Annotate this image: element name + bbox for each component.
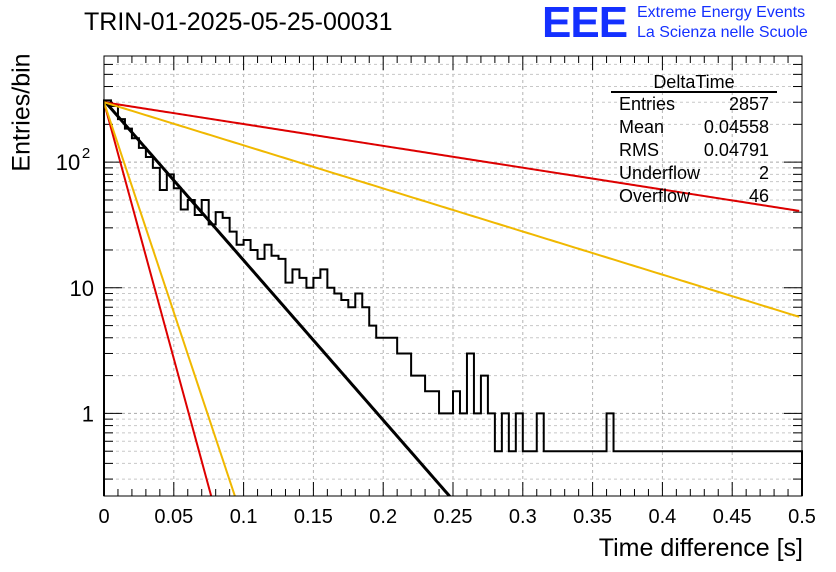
fit-line: [104, 101, 800, 212]
x-tick-label: 0.25: [434, 506, 473, 528]
y-tick-label-exponent: 2: [82, 145, 90, 162]
stats-row: Mean 0.04558: [611, 116, 777, 139]
stats-box: DeltaTime Entries 2857 Mean 0.04558 RMS 0.0…: [611, 73, 777, 208]
x-axis-label: Time difference [s]: [598, 534, 803, 562]
stats-row: Entries 2857: [611, 93, 777, 116]
stats-row: RMS 0.04791: [611, 139, 777, 162]
y-tick-label: 1: [82, 401, 94, 426]
stats-row: Underflow 2: [611, 162, 777, 185]
x-tick-label: 0.2: [369, 506, 397, 528]
y-tick-label: 10: [56, 150, 80, 175]
fit-line: [104, 101, 213, 496]
x-tick-label: 0.45: [713, 506, 752, 528]
stats-label: Entries: [619, 94, 676, 114]
logo-line-1: Extreme Energy Events: [637, 4, 806, 21]
fit-line: [104, 101, 236, 496]
histogram-bars: [103, 99, 803, 496]
fit-line: [104, 101, 800, 318]
y-tick-label: 10: [70, 276, 94, 301]
x-tick-label: 0.1: [230, 506, 258, 528]
x-tick-label: 0.4: [648, 506, 676, 528]
histogram-title: TRIN-01-2025-05-25-00031: [84, 8, 393, 36]
stats-label: Overflow: [619, 186, 691, 206]
stats-value: 46: [748, 186, 769, 206]
y-axis-label: Entries/bin: [7, 53, 36, 172]
x-tick-label: 0: [98, 506, 109, 528]
stats-label: RMS: [619, 140, 659, 160]
stats-label: Mean: [619, 117, 665, 137]
x-tick-label: 0.35: [573, 506, 612, 528]
logo-line-2: La Scienza nelle Scuole: [637, 24, 808, 41]
stats-value: 2: [758, 163, 769, 183]
stats-value: 0.04791: [703, 140, 769, 160]
plot-frame: [103, 55, 803, 497]
x-tick-label: 0.05: [154, 506, 193, 528]
eee-logo-text: Extreme Energy Events La Scienza nelle S…: [637, 3, 808, 43]
stats-value: 2857: [728, 94, 769, 114]
eee-logo: EEE: [542, 0, 628, 47]
x-tick-label: 0.5: [788, 506, 816, 528]
fit-line: [104, 99, 452, 496]
stats-title: DeltaTime: [611, 73, 777, 93]
x-tick-label: 0.3: [509, 506, 537, 528]
stats-row: Overflow 46: [611, 185, 777, 208]
x-tick-label: 0.15: [294, 506, 333, 528]
stats-label: Underflow: [619, 163, 701, 183]
stats-value: 0.04558: [703, 117, 769, 137]
